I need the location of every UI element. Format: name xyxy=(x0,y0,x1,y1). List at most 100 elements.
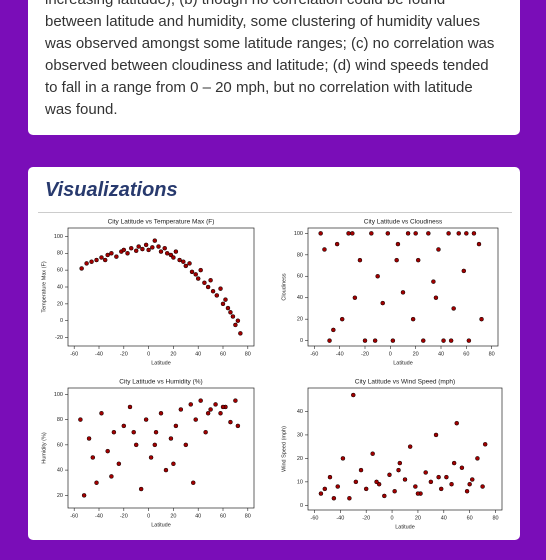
data-point xyxy=(205,411,211,416)
data-point xyxy=(158,249,164,254)
data-point xyxy=(448,338,454,343)
data-point xyxy=(183,442,189,448)
x-tick-label: -20 xyxy=(361,351,369,357)
data-point xyxy=(413,484,418,489)
data-point xyxy=(109,474,114,479)
data-point xyxy=(346,231,351,236)
x-tick-label: -20 xyxy=(120,513,128,519)
data-point xyxy=(89,259,94,264)
text-line: observed between cloudiness and latitude… xyxy=(45,57,489,74)
y-tick-label: 80 xyxy=(297,252,303,258)
data-point xyxy=(81,493,87,498)
x-tick-label: 60 xyxy=(220,513,226,519)
data-point xyxy=(233,322,238,328)
data-point xyxy=(138,486,144,492)
data-point xyxy=(133,442,139,448)
data-point xyxy=(374,479,379,485)
data-point xyxy=(327,338,332,343)
data-point xyxy=(410,316,416,322)
data-point xyxy=(178,407,184,412)
data-point xyxy=(173,423,179,429)
data-point xyxy=(127,404,133,410)
x-tick-label: 20 xyxy=(415,515,421,521)
data-point xyxy=(369,231,374,236)
data-point xyxy=(482,442,488,447)
data-point xyxy=(140,246,145,252)
data-point xyxy=(109,251,114,256)
data-point xyxy=(387,472,392,478)
x-axis-label: Latitude xyxy=(151,522,171,528)
y-tick-label: 40 xyxy=(297,295,303,301)
data-point xyxy=(208,278,213,283)
data-point xyxy=(152,442,158,448)
y-tick-label: 100 xyxy=(294,231,303,237)
data-point xyxy=(372,338,378,343)
data-point xyxy=(156,244,161,249)
x-tick-label: -60 xyxy=(70,351,78,357)
y-tick-label: 10 xyxy=(297,479,303,485)
data-point xyxy=(235,318,241,323)
data-point xyxy=(202,280,207,286)
data-point xyxy=(385,231,391,236)
data-point xyxy=(350,231,355,236)
data-point xyxy=(94,257,99,263)
data-point xyxy=(90,455,96,460)
data-point xyxy=(228,310,233,315)
data-point xyxy=(466,338,472,343)
y-axis-label: Humidity (%) xyxy=(41,432,47,464)
x-tick-label: 20 xyxy=(170,351,176,357)
data-point xyxy=(394,257,399,263)
data-point xyxy=(181,259,186,264)
data-point xyxy=(86,436,92,441)
x-tick-label: 0 xyxy=(147,351,150,357)
data-point xyxy=(193,272,198,277)
x-tick-label: 80 xyxy=(489,351,495,357)
data-point xyxy=(111,429,117,435)
data-point xyxy=(464,488,470,494)
x-tick-label: 60 xyxy=(467,515,473,521)
chart-title: City Latitude vs Cloudiness xyxy=(364,219,443,226)
data-point xyxy=(218,411,223,416)
text-line: to fall in a range from 0 – 20 mph, but … xyxy=(45,79,473,96)
y-axis-label: Wind Speed (mph) xyxy=(281,426,287,472)
data-point xyxy=(99,255,104,260)
data-point xyxy=(223,297,228,302)
data-point xyxy=(105,252,110,258)
data-point xyxy=(125,251,130,256)
data-point xyxy=(131,429,136,435)
x-tick-label: 60 xyxy=(463,351,469,357)
y-tick-label: 40 xyxy=(57,284,63,290)
y-tick-label: 0 xyxy=(60,318,63,324)
data-point xyxy=(318,231,323,236)
data-point xyxy=(94,480,99,485)
data-point xyxy=(214,293,220,298)
data-point xyxy=(390,338,396,343)
data-point xyxy=(433,295,439,300)
x-tick-label: -40 xyxy=(95,351,103,357)
data-point xyxy=(116,461,122,467)
text-line: was found. xyxy=(45,101,118,118)
x-tick-label: -20 xyxy=(120,351,128,357)
data-point xyxy=(208,407,213,412)
plot-frame xyxy=(307,387,503,511)
data-point xyxy=(322,247,327,252)
data-point xyxy=(402,477,408,482)
data-point xyxy=(164,251,170,256)
data-point xyxy=(428,479,434,485)
data-point xyxy=(198,267,203,273)
data-point xyxy=(480,484,485,489)
data-point xyxy=(171,461,176,467)
data-point xyxy=(105,448,110,454)
x-tick-label: 0 xyxy=(389,351,392,357)
x-axis-label: Latitude xyxy=(395,524,415,530)
x-tick-label: -40 xyxy=(336,351,344,357)
y-tick-label: 100 xyxy=(54,234,63,240)
data-point xyxy=(84,261,89,266)
x-tick-label: 80 xyxy=(492,515,498,521)
x-tick-label: 40 xyxy=(195,513,201,519)
data-point xyxy=(392,488,397,494)
x-tick-label: -60 xyxy=(70,513,78,519)
y-tick-label: 0 xyxy=(300,338,303,344)
data-point xyxy=(327,474,333,480)
